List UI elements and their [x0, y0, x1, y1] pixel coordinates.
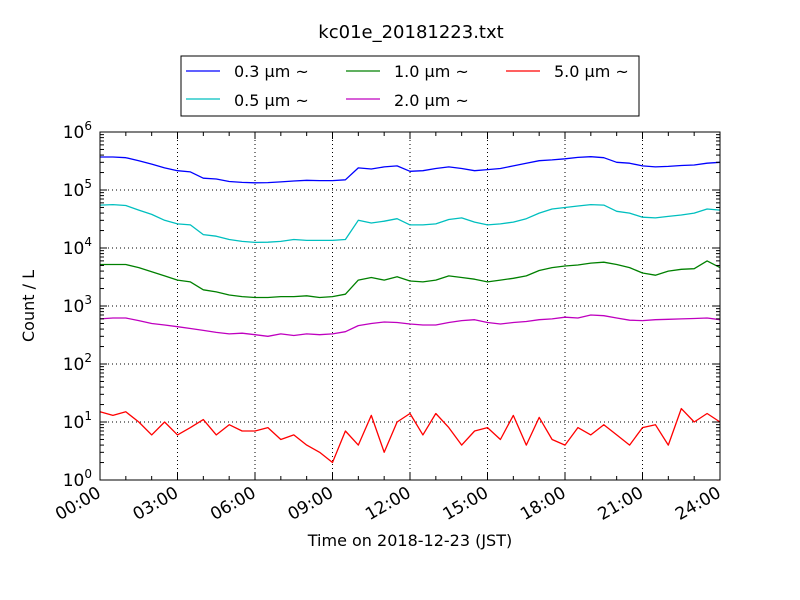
legend-item-0: 0.3 μm ~	[186, 62, 309, 81]
y-tick-label: 106	[63, 119, 92, 143]
legend: 0.3 μm ~ 0.5 μm ~ 1.0 μm ~ 2.0 μm ~ 5.0 …	[180, 55, 640, 117]
legend-item-1: 0.5 μm ~	[186, 91, 309, 110]
legend-label-3: 2.0 μm ~	[394, 91, 469, 110]
y-axis-label: Count / L	[19, 270, 38, 342]
x-tick-label: 09:00	[285, 483, 337, 525]
legend-item-2: 1.0 μm ~	[346, 62, 469, 81]
plot-frame	[99, 131, 721, 481]
y-tick-exponent: 0	[84, 467, 92, 481]
chart-title: kc01e_20181223.txt	[318, 22, 503, 43]
x-tick-label: 03:00	[130, 483, 182, 525]
y-tick-exponent: 6	[84, 119, 92, 133]
series-line-2.0	[99, 314, 721, 337]
y-tick-label: 103	[63, 293, 92, 317]
y-tick-base: 10	[63, 355, 85, 375]
series-group	[99, 156, 721, 464]
x-tick-labels: 00:00 03:00 06:00 09:00 12:00 15:00 18:00 21:00…	[52, 483, 724, 525]
y-tick-base: 10	[63, 471, 85, 491]
legend-label-0: 0.3 μm ~	[234, 62, 309, 81]
x-tick-label: 15:00	[440, 483, 492, 525]
y-tick-base: 10	[63, 413, 85, 433]
y-tick-exponent: 4	[84, 235, 92, 249]
legend-label-1: 0.5 μm ~	[234, 91, 309, 110]
grid	[100, 132, 720, 480]
legend-box	[180, 55, 640, 117]
y-tick-base: 10	[63, 181, 85, 201]
legend-label-2: 1.0 μm ~	[394, 62, 469, 81]
x-tick-label: 18:00	[517, 483, 569, 525]
x-axis-label: Time on 2018-12-23 (JST)	[307, 531, 512, 550]
x-tick-label: 24:00	[672, 483, 724, 525]
series-line-1.0	[100, 260, 721, 299]
y-tick-base: 10	[63, 123, 85, 143]
y-tick-base: 10	[63, 297, 85, 317]
x-tick-label: 12:00	[362, 483, 414, 525]
y-tick-label: 101	[63, 409, 92, 433]
y-tick-exponent: 3	[84, 293, 92, 307]
y-tick-base: 10	[63, 239, 85, 259]
y-tick-exponent: 2	[84, 351, 92, 365]
series-line-0.5	[99, 203, 721, 244]
y-tick-exponent: 5	[84, 177, 92, 191]
y-tick-exponent: 1	[84, 409, 92, 423]
y-tick-label: 104	[63, 235, 92, 259]
legend-label-4: 5.0 μm ~	[554, 62, 629, 81]
legend-item-4: 5.0 μm ~	[506, 62, 629, 81]
series-line-5.0	[99, 407, 721, 464]
y-tick-label: 100	[63, 467, 92, 491]
x-tick-label: 06:00	[207, 483, 259, 525]
legend-item-3: 2.0 μm ~	[346, 91, 469, 110]
series-line-0.3	[100, 156, 721, 184]
x-tick-label: 21:00	[595, 483, 647, 525]
y-tick-label: 102	[63, 351, 92, 375]
y-tick-label: 105	[63, 177, 92, 201]
